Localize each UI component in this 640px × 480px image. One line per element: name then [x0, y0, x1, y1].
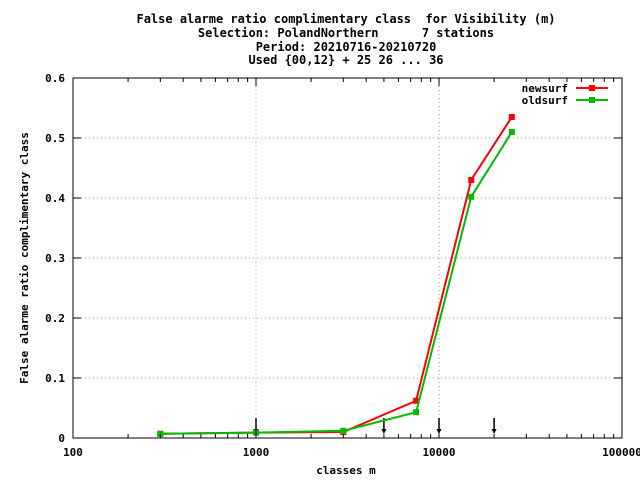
- grid: [73, 78, 622, 438]
- y-tick-label: 0.1: [45, 372, 65, 385]
- data-point-oldsurf: [413, 409, 420, 416]
- x-tick-label: 10000: [422, 446, 455, 459]
- legend-marker: [589, 97, 595, 103]
- y-tick-label: 0.6: [45, 72, 65, 85]
- y-tick-label: 0.4: [45, 192, 65, 205]
- legend-item-newsurf: newsurf: [522, 82, 608, 95]
- y-tick-label: 0: [58, 432, 65, 445]
- y-tick-label: 0.5: [45, 132, 65, 145]
- y-tick-label: 0.2: [45, 312, 65, 325]
- title-line-3: Period: 20210716-20210720: [256, 40, 437, 54]
- data-point-oldsurf: [157, 430, 164, 437]
- title-line-4: Used {00,12} + 25 26 ... 36: [248, 53, 443, 67]
- data-point-oldsurf: [468, 193, 475, 200]
- series: [157, 114, 515, 437]
- y-axis-label: False alarme ratio complimentary class: [18, 132, 31, 384]
- x-tick-label: 100000: [602, 446, 640, 459]
- x-tick-label: 1000: [243, 446, 270, 459]
- legend-marker: [589, 85, 595, 91]
- ticks: 100 1000 10000 100000 0 0.1 0.2 0.3 0.4 0.5 0.6: [45, 72, 640, 459]
- plot-frame: [72, 77, 623, 439]
- series-oldsurf: [157, 129, 515, 437]
- legend-item-oldsurf: oldsurf: [522, 94, 608, 107]
- series-newsurf: [157, 114, 515, 437]
- x-axis-label: classes m: [316, 464, 376, 477]
- title-line-1: False alarme ratio complimentary class f…: [136, 12, 555, 26]
- legend-label: newsurf: [522, 82, 568, 95]
- x-tick-label: 100: [63, 446, 83, 459]
- y-tick-label: 0.3: [45, 252, 65, 265]
- legend-label: oldsurf: [522, 94, 568, 107]
- data-point-newsurf: [413, 397, 420, 404]
- data-point-newsurf: [508, 114, 515, 120]
- series-line-oldsurf: [160, 131, 513, 435]
- data-point-newsurf: [468, 177, 475, 183]
- series-line-newsurf: [160, 116, 513, 435]
- chart-title: False alarme ratio complimentary class f…: [136, 12, 555, 67]
- title-line-2: Selection: PolandNorthern 7 stations: [198, 26, 494, 40]
- data-point-oldsurf: [340, 427, 347, 434]
- arrow-marker: [491, 418, 497, 434]
- data-point-oldsurf: [508, 129, 515, 135]
